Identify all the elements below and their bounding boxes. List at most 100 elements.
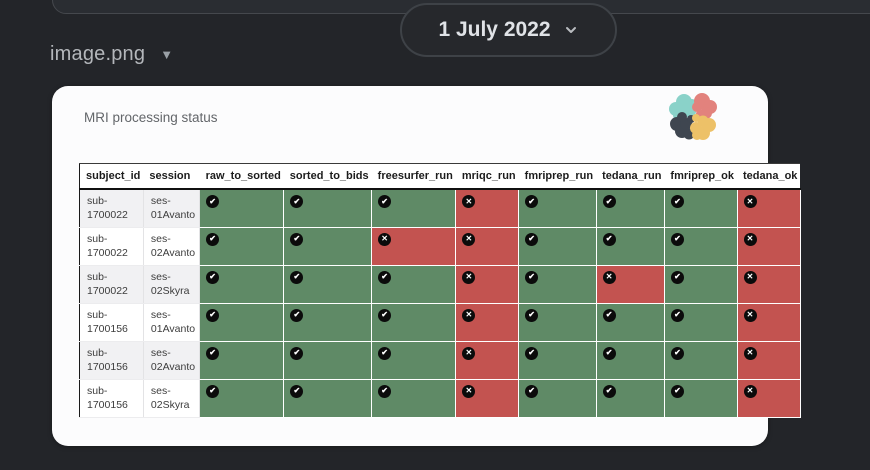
check-circle-icon: ✔ xyxy=(206,346,220,360)
table-row: sub- 1700156 ses- 02Skyra ✔ ✔ ✔ ✕ ✔ ✔ ✔ ✕ xyxy=(79,378,801,418)
check-circle-icon: ✔ xyxy=(290,195,304,208)
x-circle-icon: ✕ xyxy=(378,232,392,246)
table-row: sub- 1700022 ses- 02Skyra ✔ ✔ ✔ ✕ ✔ ✕ ✔ ✕ xyxy=(79,264,801,304)
column-header-freesurfer_run: freesurfer_run xyxy=(371,163,456,190)
status-cell-ok: ✔ xyxy=(663,226,738,266)
check-circle-icon: ✔ xyxy=(206,270,220,284)
status-cell-fail: ✕ xyxy=(455,188,520,228)
status-cell-ok: ✔ xyxy=(663,302,738,342)
status-cell-fail: ✕ xyxy=(736,264,801,304)
check-circle-icon: ✔ xyxy=(290,232,304,246)
date-divider-pill[interactable]: 1 July 2022 xyxy=(400,3,617,57)
x-circle-icon: ✕ xyxy=(743,384,757,398)
status-cell-ok: ✔ xyxy=(199,264,285,304)
check-circle-icon: ✔ xyxy=(206,195,220,208)
check-circle-icon: ✔ xyxy=(670,270,684,284)
column-header-fmriprep_run: fmriprep_run xyxy=(518,163,597,190)
status-cell-fail: ✕ xyxy=(736,340,801,380)
column-header-subject_id: subject_id xyxy=(79,163,144,190)
status-cell-ok: ✔ xyxy=(371,264,457,304)
session-cell: ses- 02Skyra xyxy=(143,265,201,304)
status-cell-ok: ✔ xyxy=(518,378,597,418)
check-circle-icon: ✔ xyxy=(290,308,304,322)
status-cell-ok: ✔ xyxy=(371,340,457,380)
chevron-down-icon xyxy=(565,27,576,33)
status-cell-ok: ✔ xyxy=(595,302,665,342)
status-cell-ok: ✔ xyxy=(595,340,665,380)
filename-bar[interactable]: image.png ▼ xyxy=(50,40,173,68)
check-circle-icon: ✔ xyxy=(670,346,684,360)
column-header-raw_to_sorted: raw_to_sorted xyxy=(199,163,284,190)
check-circle-icon: ✔ xyxy=(378,308,392,322)
status-cell-ok: ✔ xyxy=(371,302,457,342)
check-circle-icon: ✔ xyxy=(602,232,616,246)
session-cell: ses- 02Skyra xyxy=(143,379,201,418)
column-header-tedana_ok: tedana_ok xyxy=(737,163,801,190)
x-circle-icon: ✕ xyxy=(462,270,476,284)
status-cell-ok: ✔ xyxy=(199,188,285,228)
status-cell-ok: ✔ xyxy=(199,378,285,418)
table-row: sub- 1700022 ses- 02Avanto ✔ ✔ ✕ ✕ ✔ ✔ ✔ ✕ xyxy=(79,226,801,266)
column-header-fmriprep_ok: fmriprep_ok xyxy=(664,163,737,190)
check-circle-icon: ✔ xyxy=(378,384,392,398)
dropdown-caret-icon[interactable]: ▼ xyxy=(160,46,174,62)
header-row: subject_id session raw_to_sorted sorted_to_… xyxy=(79,163,801,190)
check-circle-icon: ✔ xyxy=(602,346,616,360)
status-cell-fail: ✕ xyxy=(736,226,801,266)
column-header-sorted_to_bids: sorted_to_bids xyxy=(283,163,372,190)
x-circle-icon: ✕ xyxy=(462,232,476,246)
status-cell-ok: ✔ xyxy=(518,188,597,228)
table-row: sub- 1700022 ses- 01Avanto ✔ ✔ ✔ ✕ ✔ ✔ ✔ ✕ xyxy=(79,188,801,228)
x-circle-icon: ✕ xyxy=(462,308,476,322)
filename-label: image.png xyxy=(50,42,146,65)
check-circle-icon: ✔ xyxy=(290,384,304,398)
status-cell-ok: ✔ xyxy=(663,188,738,228)
check-circle-icon: ✔ xyxy=(670,308,684,322)
column-header-session: session xyxy=(143,163,200,190)
status-cell-ok: ✔ xyxy=(283,302,373,342)
status-cell-ok: ✔ xyxy=(199,340,285,380)
session-cell: ses- 02Avanto xyxy=(143,227,201,266)
x-circle-icon: ✕ xyxy=(743,195,757,208)
status-cell-ok: ✔ xyxy=(371,188,457,228)
status-cell-ok: ✔ xyxy=(283,264,373,304)
status-cell-fail: ✕ xyxy=(736,188,801,228)
status-cell-ok: ✔ xyxy=(518,340,597,380)
table-row: sub- 1700156 ses- 02Avanto ✔ ✔ ✔ ✕ ✔ ✔ ✔ ✕ xyxy=(79,340,801,380)
check-circle-icon: ✔ xyxy=(670,195,684,208)
column-header-mriqc_run: mriqc_run xyxy=(455,163,519,190)
status-cell-ok: ✔ xyxy=(371,378,457,418)
subject-id-cell: sub- 1700156 xyxy=(79,341,144,380)
brain-logo-icon xyxy=(669,93,717,140)
x-circle-icon: ✕ xyxy=(743,270,757,284)
x-circle-icon: ✕ xyxy=(462,195,476,208)
check-circle-icon: ✔ xyxy=(378,195,392,208)
x-circle-icon: ✕ xyxy=(462,346,476,360)
status-cell-fail: ✕ xyxy=(455,226,520,266)
status-cell-ok: ✔ xyxy=(518,264,597,304)
status-cell-ok: ✔ xyxy=(595,226,665,266)
x-circle-icon: ✕ xyxy=(743,308,757,322)
session-cell: ses- 01Avanto xyxy=(143,303,201,342)
status-cell-ok: ✔ xyxy=(283,378,373,418)
check-circle-icon: ✔ xyxy=(378,346,392,360)
status-cell-ok: ✔ xyxy=(283,340,373,380)
status-cell-ok: ✔ xyxy=(283,226,373,266)
x-circle-icon: ✕ xyxy=(743,346,757,360)
mri-status-card: MRI processing status subject_id se xyxy=(52,86,801,446)
x-circle-icon: ✕ xyxy=(462,384,476,398)
session-cell: ses- 01Avanto xyxy=(143,189,201,228)
check-circle-icon: ✔ xyxy=(525,346,539,360)
status-cell-fail: ✕ xyxy=(736,302,801,342)
check-circle-icon: ✔ xyxy=(602,195,616,208)
status-cell-ok: ✔ xyxy=(595,188,665,228)
subject-id-cell: sub- 1700022 xyxy=(79,189,144,228)
check-circle-icon: ✔ xyxy=(290,346,304,360)
status-cell-ok: ✔ xyxy=(199,302,285,342)
check-circle-icon: ✔ xyxy=(206,308,220,322)
status-cell-ok: ✔ xyxy=(518,302,597,342)
x-circle-icon: ✕ xyxy=(602,270,616,284)
check-circle-icon: ✔ xyxy=(602,308,616,322)
subject-id-cell: sub- 1700156 xyxy=(79,303,144,342)
subject-id-cell: sub- 1700156 xyxy=(79,379,144,418)
